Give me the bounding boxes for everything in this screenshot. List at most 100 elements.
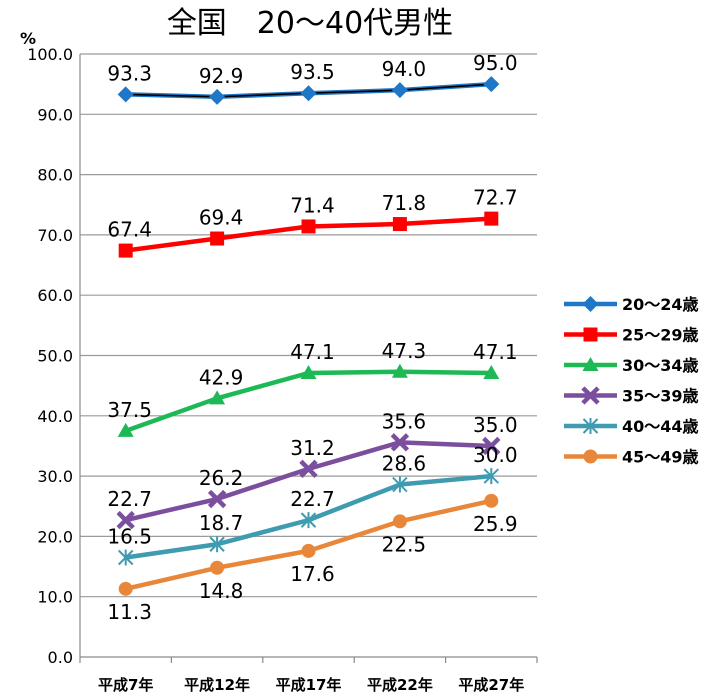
data-point [209, 390, 226, 405]
data-label: 25.9 [473, 512, 518, 536]
legend-entry: 40～44歳 [564, 417, 699, 436]
legend-marker [583, 449, 598, 464]
data-label: 14.8 [199, 579, 244, 603]
data-label: 22.5 [382, 532, 427, 556]
data-point [300, 512, 317, 529]
y-tick-label: 70.0 [37, 226, 73, 245]
x-tick-label: 平成7年 [98, 676, 153, 694]
legend-entry: 25～29歳 [564, 326, 699, 345]
data-point [117, 549, 134, 566]
data-label: 22.7 [290, 487, 335, 511]
x-tick-label: 平成27年 [458, 676, 524, 694]
x-axis-ticks: 平成7年 平成12年 平成17年 平成22年 平成27年 [98, 676, 524, 694]
data-labels: 93.3 92.9 93.5 94.0 95.0 67.4 69.4 71.4 71.8 72.7… [107, 51, 517, 624]
data-point [484, 493, 499, 508]
data-label: 42.9 [199, 365, 244, 389]
legend-entry: 35～39歳 [564, 386, 699, 406]
marker-stroke [116, 510, 135, 530]
data-label: 92.9 [199, 64, 244, 88]
y-unit-label: % [20, 29, 36, 48]
data-point [301, 543, 316, 558]
y-tick-label: 20.0 [37, 527, 73, 546]
data-label: 28.6 [382, 452, 427, 476]
data-point [392, 217, 407, 232]
data-label: 11.3 [107, 600, 152, 624]
legend-entry: 45～49歳 [564, 448, 699, 467]
legend-label: 30～34歳 [622, 356, 699, 375]
x-tick-label: 平成17年 [276, 676, 342, 694]
data-label: 93.5 [290, 60, 335, 84]
data-point [483, 468, 500, 485]
data-label: 71.4 [290, 193, 335, 217]
marker-stroke [581, 386, 600, 405]
x-tick-label: 平成12年 [184, 676, 250, 694]
data-label: 93.3 [107, 61, 152, 85]
data-label: 67.4 [107, 218, 152, 242]
data-point [209, 536, 225, 553]
data-label: 18.7 [199, 511, 244, 535]
legend-entry: 20～24歳 [564, 295, 699, 314]
data-label: 35.6 [382, 409, 427, 433]
data-point [299, 459, 318, 479]
data-point [483, 76, 500, 93]
y-axis-ticks: 0.0 10.0 20.0 30.0 40.0 50.0 60.0 70.0 80.0 90.0 1… [27, 45, 73, 667]
y-tick-label: 60.0 [37, 286, 73, 305]
legend-label: 45～49歳 [622, 448, 699, 467]
legend-marker [583, 327, 598, 342]
data-label: 47.1 [473, 340, 518, 364]
data-point [300, 85, 317, 102]
data-point [210, 231, 225, 246]
legend-label: 25～29歳 [622, 326, 699, 345]
y-tick-label: 100.0 [27, 45, 73, 64]
legend-marker [581, 386, 600, 405]
data-label: 71.8 [382, 191, 427, 215]
data-label: 16.5 [107, 525, 152, 549]
data-point [118, 581, 133, 596]
legend-marker [582, 418, 599, 434]
legend: 20～24歳 25～29歳 30～34歳 35～39歳 40～44歳 45～49歳 [564, 295, 699, 467]
data-point [391, 82, 408, 99]
data-point [483, 364, 500, 379]
legend-entry: 30～34歳 [564, 356, 699, 375]
data-point [116, 510, 135, 530]
data-label: 17.6 [290, 562, 335, 586]
data-label: 47.1 [290, 340, 335, 364]
data-point [482, 436, 501, 456]
data-label: 37.5 [107, 398, 152, 422]
data-point [484, 211, 499, 226]
data-label: 22.7 [107, 487, 152, 511]
data-label: 31.2 [290, 436, 335, 460]
x-tick-label: 平成22年 [367, 676, 433, 694]
data-point [117, 422, 134, 437]
gridlines [79, 53, 538, 663]
data-point [391, 363, 408, 378]
y-tick-label: 30.0 [37, 467, 73, 486]
data-point [390, 433, 410, 452]
data-label: 26.2 [199, 466, 244, 490]
marker-stroke [299, 459, 318, 479]
y-tick-label: 40.0 [37, 407, 73, 426]
data-label: 35.0 [473, 413, 518, 437]
marker-stroke [482, 436, 501, 456]
series-group [116, 76, 501, 596]
data-label: 95.0 [473, 51, 518, 75]
chart-title: 全国 20～40代男性 [167, 6, 453, 41]
data-point [118, 243, 133, 258]
data-label: 30.0 [473, 443, 518, 467]
marker-stroke [390, 433, 410, 452]
data-point [207, 489, 227, 509]
data-label: 72.7 [473, 186, 518, 210]
data-point [300, 364, 317, 379]
legend-label: 40～44歳 [622, 417, 699, 436]
data-point [392, 514, 407, 529]
y-tick-label: 80.0 [37, 166, 73, 185]
y-tick-label: 90.0 [37, 105, 73, 124]
marker-stroke [207, 489, 227, 509]
series-line [124, 369, 492, 433]
data-point [392, 476, 408, 493]
legend-marker [582, 357, 599, 371]
data-point [301, 219, 316, 234]
y-tick-label: 0.0 [48, 648, 73, 667]
data-point [117, 86, 134, 103]
